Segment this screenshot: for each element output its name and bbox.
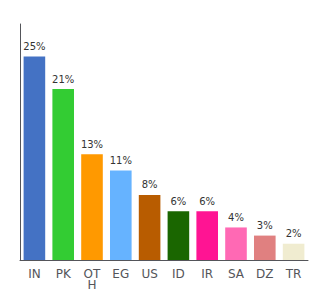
svg-text:ID: ID (172, 267, 185, 281)
svg-text:6%: 6% (199, 196, 215, 207)
svg-text:OT: OT (83, 266, 101, 281)
svg-text:11%: 11% (110, 155, 132, 166)
svg-text:6%: 6% (170, 196, 186, 207)
svg-text:TR: TR (285, 267, 302, 281)
svg-text:3%: 3% (257, 220, 273, 231)
svg-text:SA: SA (228, 267, 245, 281)
svg-text:PK: PK (56, 267, 72, 281)
svg-text:4%: 4% (228, 212, 244, 223)
svg-text:21%: 21% (52, 74, 74, 85)
svg-text:DZ: DZ (256, 267, 273, 281)
svg-text:25%: 25% (23, 41, 45, 52)
svg-text:US: US (141, 267, 157, 281)
svg-text:EG: EG (112, 267, 129, 281)
svg-text:H: H (87, 278, 96, 292)
svg-text:IR: IR (201, 267, 213, 281)
svg-text:IN: IN (28, 267, 41, 281)
svg-text:2%: 2% (286, 228, 302, 239)
svg-text:13%: 13% (81, 139, 103, 150)
svg-text:8%: 8% (142, 179, 158, 190)
